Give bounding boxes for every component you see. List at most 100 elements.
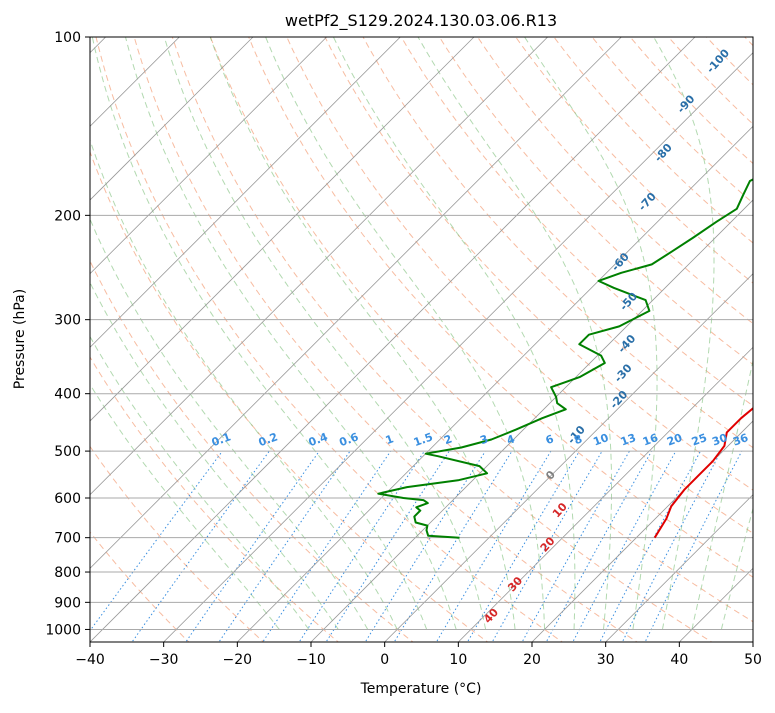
x-tick-label: 0: [380, 652, 389, 668]
x-tick-label: 40: [670, 652, 688, 668]
y-tick-label: 700: [54, 531, 81, 547]
y-tick-label: 600: [54, 491, 81, 507]
mixing-ratio-label: 0.2: [257, 430, 280, 449]
dry-adiabat-label: 30: [505, 574, 525, 594]
moist-adiabat-line: [90, 383, 280, 630]
isotherm-line: [90, 37, 254, 201]
dewpoint-line: [377, 178, 753, 539]
isotherm-line: [531, 420, 753, 642]
dry-adiabat-label: 10: [550, 500, 570, 520]
dry-adiabat-line: [90, 445, 265, 642]
isotherm-line: [679, 567, 753, 642]
isotherm-line: [237, 125, 753, 642]
dry-adiabat-line: [477, 37, 753, 325]
x-tick-label: 10: [449, 652, 467, 668]
dry-adiabat-line: [90, 356, 340, 642]
mixing-ratio-line: [298, 450, 425, 642]
mixing-ratio-label: 8: [572, 432, 584, 447]
axes-layer: −40 −30 −20 −10 0 10 20 30 40 5010009008007006005…: [45, 30, 762, 668]
x-tick-label: 50: [744, 652, 762, 668]
moist-adiabat-line: [163, 37, 487, 630]
isotherm-line: [384, 273, 753, 642]
moist-adiabat-line: [90, 281, 339, 630]
isotherm-line: [752, 641, 753, 642]
mixing-ratio-label: 20: [665, 431, 684, 449]
moist-adiabat-line: [417, 37, 612, 630]
dry-adiabat-line: [90, 531, 190, 642]
dry-adiabat-line: [629, 37, 753, 165]
mixing-ratio-label: 0.4: [307, 430, 330, 449]
dry-adiabat-line: [438, 37, 753, 366]
isotherm-line: [310, 199, 753, 642]
mixing-ratio-line: [131, 450, 270, 642]
mixing-ratio-line: [325, 450, 450, 642]
moist-adiabat-line: [90, 335, 310, 630]
dry-adiabat-label: -50: [617, 290, 640, 314]
x-tick-label: −10: [296, 652, 326, 668]
isotherm-line: [90, 37, 548, 496]
annotation-layer: -100-90-80-70-60-50-40-30-20-10010203040…: [210, 46, 751, 626]
moist-adiabat-line: [720, 506, 753, 630]
dry-adiabat-line: [133, 37, 638, 642]
y-tick-label: 800: [54, 565, 81, 581]
mixing-ratio-line: [572, 450, 677, 642]
dry-adiabat-label: -100: [704, 46, 732, 75]
mixing-ratio-label: 2: [442, 432, 454, 447]
mixing-ratio-label: 1.5: [412, 430, 435, 449]
mixing-ratio-label: 25: [690, 431, 709, 448]
temperature-line: [653, 406, 753, 539]
mixing-ratio-label: 4: [505, 432, 517, 447]
moist-adiabat-line: [691, 358, 753, 630]
dry-adiabat-line: [744, 37, 753, 47]
dry-adiabat-label: -40: [615, 332, 638, 356]
dry-adiabat-line: [667, 37, 753, 125]
dry-adiabat-label: 40: [481, 606, 501, 626]
moist-adiabat-line: [653, 37, 715, 630]
mixing-ratio-line: [90, 450, 223, 632]
moist-adiabat-line: [90, 217, 369, 630]
dry-adiabat-line: [362, 37, 753, 449]
dry-adiabat-line: [90, 259, 414, 642]
dry-adiabat-label: -20: [607, 388, 630, 412]
moist-adiabat-line: [209, 37, 516, 630]
mixing-ratio-line: [393, 450, 513, 642]
y-axis-label: Pressure (hPa): [12, 289, 28, 389]
mixing-ratio-label: 36: [731, 431, 750, 449]
isotherm-line: [90, 37, 622, 569]
isotherm-line: [90, 37, 475, 422]
dry-adiabat-label: -30: [612, 361, 635, 385]
moist-adiabat-line: [524, 37, 658, 630]
y-tick-label: 400: [54, 387, 81, 403]
dry-adiabat-line: [286, 37, 753, 534]
mixing-ratio-label: 3: [478, 432, 490, 447]
chart-title: wetPf2_S129.2024.130.03.06.R13: [285, 11, 557, 31]
moist-adiabat-line: [91, 37, 428, 630]
y-tick-label: 300: [54, 313, 81, 329]
mixing-ratio-label: 30: [710, 431, 729, 449]
y-tick-label: 500: [54, 444, 81, 460]
mixing-ratio-label: 16: [641, 431, 660, 449]
plot-frame: [89, 36, 754, 643]
y-tick-label: 1000: [45, 622, 81, 638]
mixing-ratio-line: [599, 450, 701, 642]
dry-adiabat-line: [705, 37, 753, 86]
x-axis-label: Temperature (°C): [360, 681, 482, 697]
mixing-ratio-label: 0.6: [338, 430, 361, 449]
dry-adiabat-line: [591, 37, 753, 204]
mixing-ratio-line: [621, 450, 722, 642]
mixing-ratio-label: 1: [384, 432, 396, 447]
y-tick-label: 200: [54, 208, 81, 224]
dry-adiabat-line: [770, 24, 775, 645]
dry-adiabat-label: -80: [652, 141, 675, 165]
moist-adiabat-line: [90, 138, 398, 630]
x-tick-label: −40: [75, 652, 105, 668]
mixing-ratio-label: 0.1: [210, 430, 233, 449]
mixing-ratio-line: [466, 450, 580, 642]
dry-adiabat-label: -90: [675, 92, 698, 116]
y-tick-label: 100: [54, 30, 81, 46]
isotherm-line: [90, 37, 696, 642]
isotherm-line: [90, 37, 401, 348]
moist-adiabat-line: [265, 37, 546, 630]
x-tick-label: 30: [597, 652, 615, 668]
